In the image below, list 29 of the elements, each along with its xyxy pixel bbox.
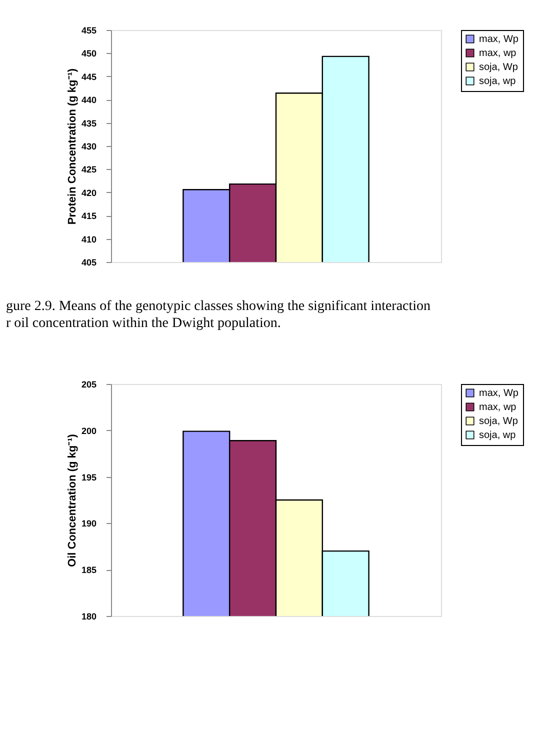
y-axis-title: Oil Concentration (g kg⁻¹) (66, 434, 78, 567)
text: r oil concentration within the Dwight population. (6, 316, 281, 331)
legend-label: max, wp (479, 402, 517, 413)
y-tick-label: 415 (81, 211, 96, 222)
legend-label: soja, Wp (479, 416, 518, 427)
y-tick-label: 195 (81, 472, 96, 482)
y-tick-label: 430 (81, 142, 96, 152)
y-tick-label: 455 (81, 26, 96, 36)
y-axis-title: Protein Concentration (g kg⁻¹) (66, 68, 78, 225)
y-tick-label: 440 (81, 95, 96, 106)
y-tick-label: 190 (81, 518, 96, 529)
y-tick-label: 180 (81, 612, 96, 622)
legend-label: soja, Wp (479, 62, 518, 73)
legend-label: soja, wp (479, 430, 516, 441)
y-tick-label: 445 (81, 72, 96, 82)
y-tick-label: 405 (81, 258, 96, 268)
y-tick-label: 420 (81, 188, 96, 198)
y-tick-label: 450 (81, 48, 96, 59)
legend-label: soja, wp (479, 76, 516, 87)
y-tick-label: 410 (81, 234, 96, 244)
text: gure 2.9. Means of the genotypic classes showing the significant interaction (6, 299, 431, 314)
y-tick-label: 425 (81, 164, 96, 175)
y-tick-label: 200 (81, 426, 96, 436)
y-tick-label: 205 (81, 380, 96, 390)
legend-label: max, wp (479, 48, 517, 59)
y-tick-label: 185 (81, 565, 96, 576)
legend-label: max, Wp (479, 388, 519, 399)
y-tick-label: 435 (81, 118, 96, 128)
legend-label: max, Wp (479, 34, 519, 45)
